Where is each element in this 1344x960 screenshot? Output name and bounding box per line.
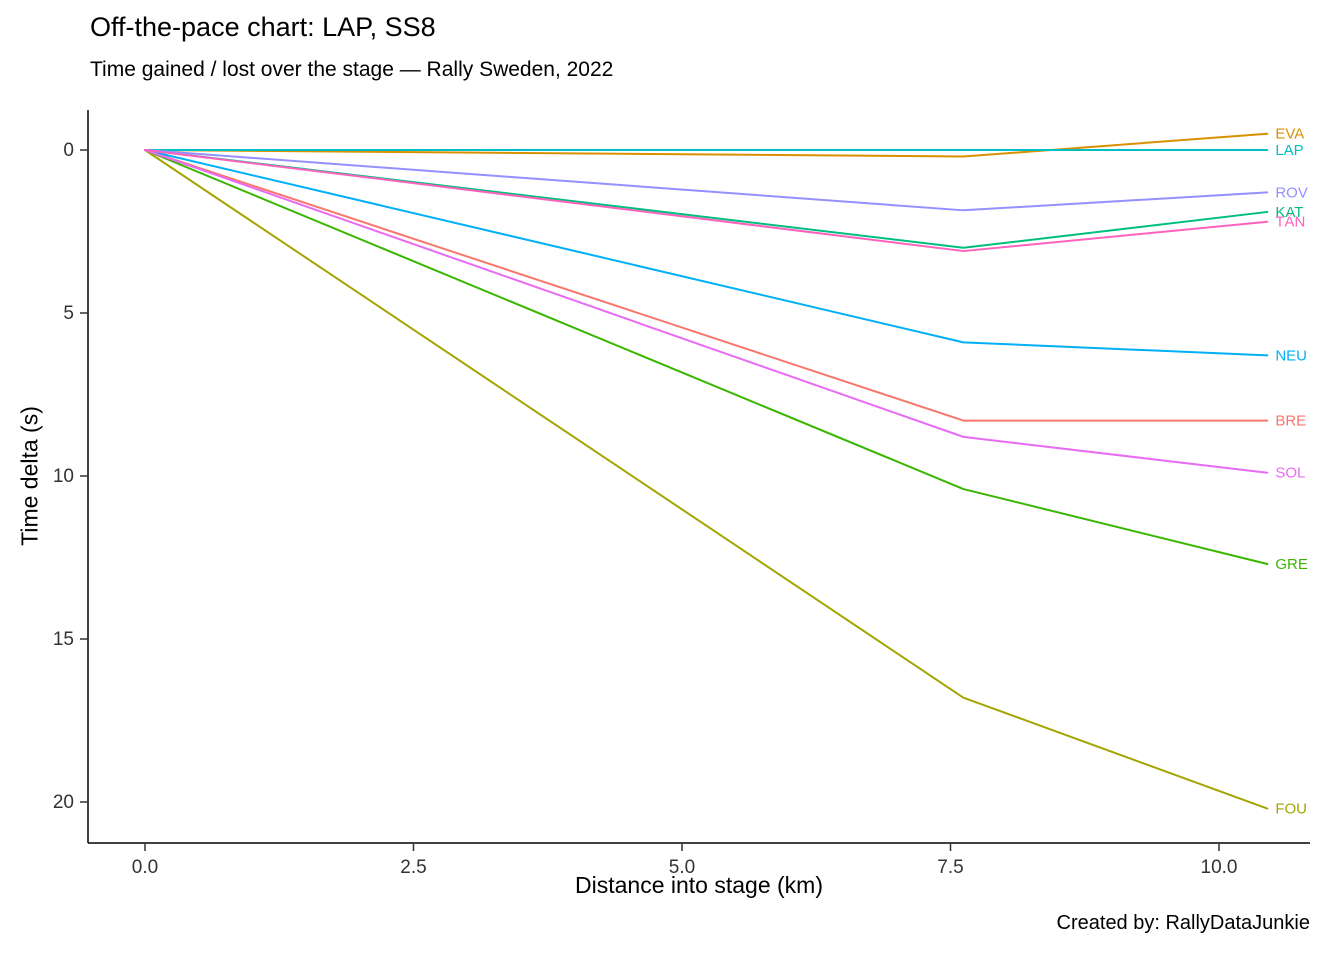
y-tick-label: 20 <box>53 792 74 813</box>
series-label-NEU: NEU <box>1275 347 1307 364</box>
series-label-FOU: FOU <box>1275 801 1307 818</box>
chart-title: Off-the-pace chart: LAP, SS8 <box>90 12 436 42</box>
series-line-NEU <box>144 149 1269 357</box>
chart-subtitle: Time gained / lost over the stage — Rall… <box>90 58 614 81</box>
series-line-ROV <box>144 149 1269 212</box>
x-tick-label: 7.5 <box>937 857 963 878</box>
series-label-TÄN: TÄN <box>1275 214 1305 231</box>
x-tick-label: 10.0 <box>1201 857 1238 878</box>
series-label-LAP: LAP <box>1275 142 1303 159</box>
x-tick-label: 5.0 <box>669 857 695 878</box>
series-label-EVA: EVA <box>1275 126 1304 143</box>
series-line-TÄN <box>144 149 1269 253</box>
y-tick-label: 10 <box>53 466 74 487</box>
series-label-KAT: KAT <box>1275 204 1303 221</box>
y-tick-label: 5 <box>63 303 74 324</box>
series-line-KAT <box>144 149 1269 249</box>
series-label-ROV: ROV <box>1275 184 1308 201</box>
x-tick-label: 2.5 <box>400 857 426 878</box>
x-tick-label: 0.0 <box>132 857 158 878</box>
credit-caption: Created by: RallyDataJunkie <box>1056 912 1310 934</box>
series-line-BRE <box>144 149 1269 422</box>
x-axis-title: Distance into stage (km) <box>575 872 823 898</box>
series-line-SOL <box>144 149 1269 474</box>
series-label-GRE: GRE <box>1275 556 1308 573</box>
series-label-SOL: SOL <box>1275 465 1305 482</box>
y-tick-label: 15 <box>53 629 74 650</box>
series-line-EVA <box>144 132 1269 158</box>
y-tick-label: 0 <box>63 140 74 161</box>
series-line-FOU <box>144 149 1269 810</box>
y-axis-title: Time delta (s) <box>16 406 43 546</box>
series-label-BRE: BRE <box>1275 413 1306 430</box>
series-line-GRE <box>144 149 1269 566</box>
